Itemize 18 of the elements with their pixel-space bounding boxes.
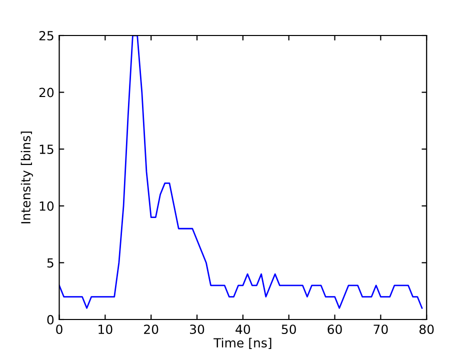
x-tick-label: 20 bbox=[144, 324, 158, 334]
y-tick-label: 15 bbox=[40, 144, 54, 154]
x-tick-label: 80 bbox=[419, 324, 434, 334]
x-axis-title: Time [ns] bbox=[214, 338, 272, 349]
y-tick-label: 0 bbox=[47, 314, 54, 324]
x-tick-label: 60 bbox=[328, 324, 342, 334]
x-tick-label: 10 bbox=[98, 324, 112, 334]
x-tick-label: 40 bbox=[236, 324, 250, 334]
x-tick-label: 0 bbox=[56, 324, 62, 334]
x-tick-label: 50 bbox=[282, 324, 296, 334]
y-tick-label: 5 bbox=[47, 258, 54, 268]
y-tick-label: 25 bbox=[39, 30, 54, 40]
line-series bbox=[59, 36, 423, 309]
x-tick-label: 70 bbox=[374, 324, 388, 334]
y-tick-label: 10 bbox=[40, 201, 54, 211]
y-axis-title: Intensity [bins] bbox=[20, 132, 33, 224]
x-tick-label: 30 bbox=[190, 324, 204, 334]
y-tick-label: 20 bbox=[39, 88, 54, 98]
